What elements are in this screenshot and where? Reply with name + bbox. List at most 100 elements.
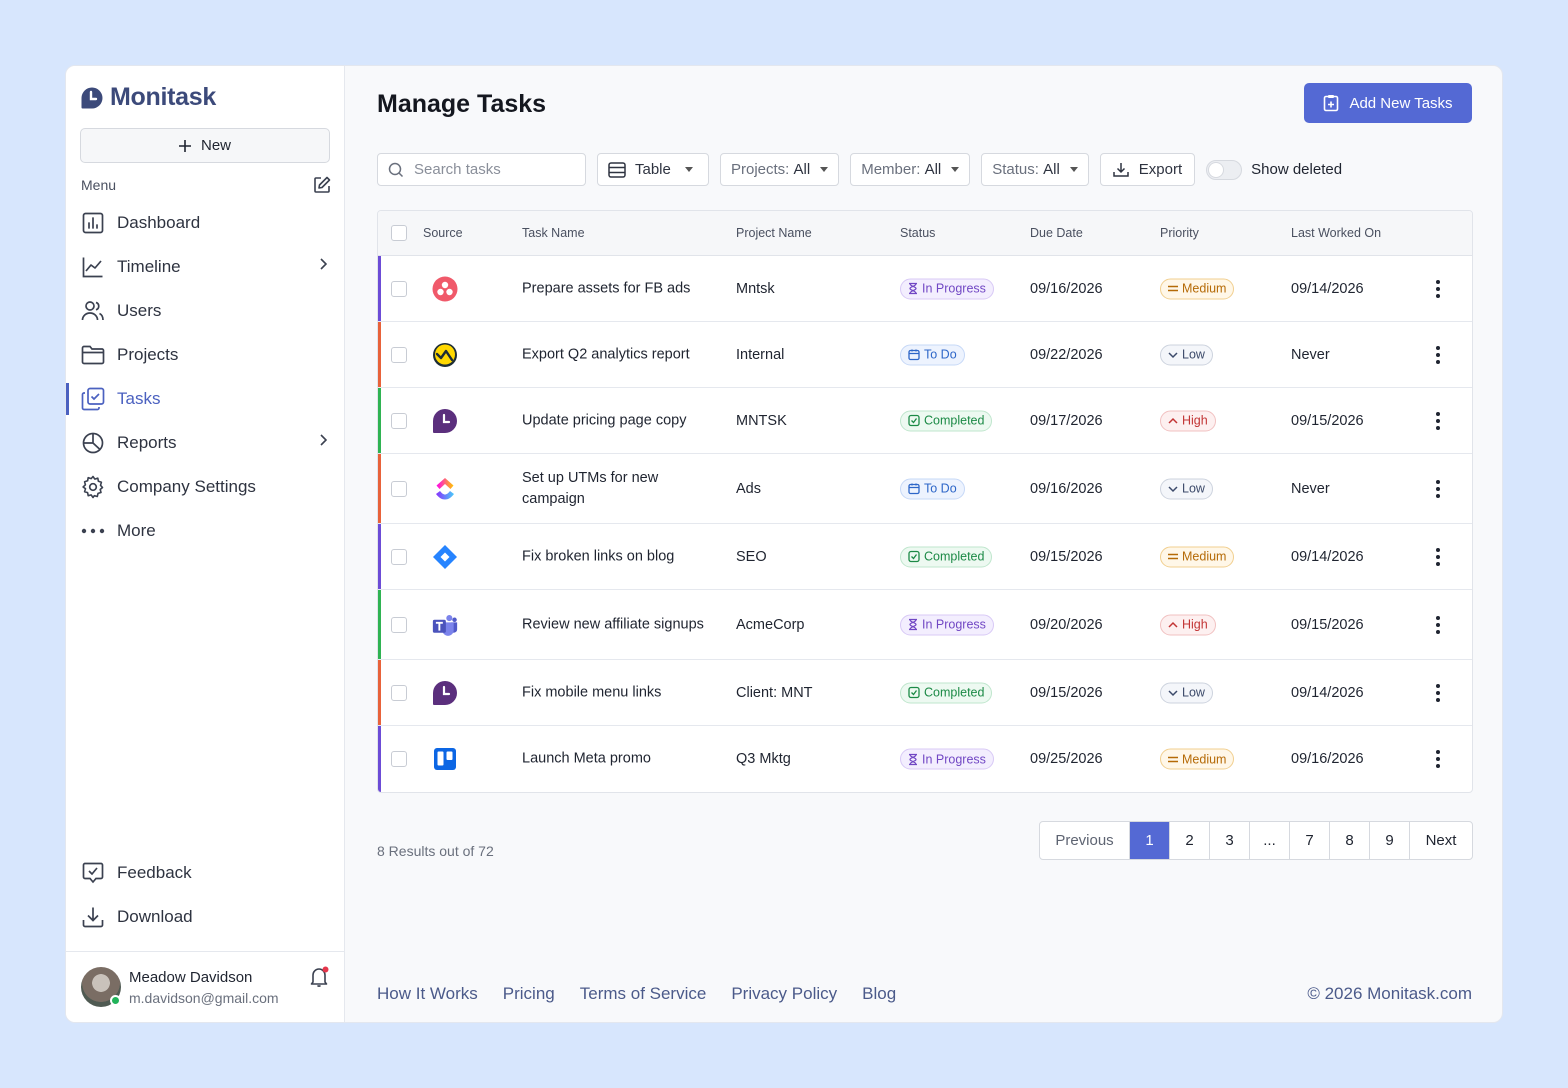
task-name[interactable]: Prepare assets for FB ads: [522, 280, 691, 296]
status-badge: Completed: [900, 410, 993, 431]
status-label: In Progress: [922, 281, 986, 296]
task-name[interactable]: Fix broken links on blog: [522, 548, 675, 564]
row-checkbox[interactable]: [391, 685, 407, 701]
row-checkbox[interactable]: [391, 751, 407, 767]
task-name[interactable]: Export Q2 analytics report: [522, 346, 690, 362]
table-row[interactable]: Export Q2 analytics report Internal To Do 0…: [378, 322, 1472, 388]
page-button-2[interactable]: 2: [1170, 822, 1210, 859]
due-date: 09/25/2026: [1030, 751, 1103, 767]
column-header-source: Source: [423, 226, 463, 240]
row-checkbox[interactable]: [391, 549, 407, 565]
user-profile[interactable]: Meadow Davidson m.davidson@gmail.com: [66, 951, 345, 1022]
due-date: 09/17/2026: [1030, 412, 1103, 429]
page-button-3[interactable]: 3: [1210, 822, 1250, 859]
toggle-switch[interactable]: [1206, 159, 1243, 180]
task-name[interactable]: Update pricing page copy: [522, 412, 687, 428]
row-actions-icon[interactable]: [1436, 411, 1440, 430]
table-row[interactable]: Launch Meta promo Q3 Mktg In Progress 09/25…: [378, 726, 1472, 792]
toolbar: Search tasks Table Projects: All Member:…: [377, 153, 1342, 186]
previous-page-button[interactable]: Previous: [1040, 822, 1130, 859]
add-new-tasks-label: Add New Tasks: [1349, 94, 1453, 112]
equals-icon: [1168, 756, 1178, 762]
results-count: 8 Results out of 72: [377, 843, 494, 859]
footer-link-how-it-works[interactable]: How It Works: [377, 984, 478, 1003]
row-actions-icon[interactable]: [1436, 547, 1440, 566]
sidebar-item-more[interactable]: More: [66, 509, 345, 553]
task-name[interactable]: Launch Meta promo: [522, 750, 651, 767]
page-ellipsis: ...: [1250, 822, 1290, 859]
last-worked-on: 09/15/2026: [1291, 616, 1364, 633]
row-color-bar: [378, 660, 381, 725]
sidebar-item-timeline[interactable]: Timeline: [66, 245, 345, 289]
search-input[interactable]: Search tasks: [377, 153, 586, 186]
row-actions-icon[interactable]: [1436, 345, 1440, 364]
task-name[interactable]: Review new affiliate signups: [522, 616, 704, 632]
status-filter[interactable]: Status: All: [981, 153, 1089, 186]
row-checkbox[interactable]: [391, 413, 407, 429]
sidebar-item-label: Projects: [117, 345, 179, 364]
add-new-tasks-button[interactable]: Add New Tasks: [1304, 83, 1472, 123]
task-name[interactable]: Set up UTMs for new campaign: [522, 469, 659, 507]
tasks-icon: [81, 387, 105, 411]
table-row[interactable]: Fix mobile menu links Client: MNT Complete…: [378, 660, 1472, 726]
footer-link-terms[interactable]: Terms of Service: [579, 984, 707, 1003]
row-actions-icon[interactable]: [1436, 479, 1440, 498]
page-button-7[interactable]: 7: [1290, 822, 1330, 859]
table-row[interactable]: Update pricing page copy MNTSK Completed 09…: [378, 388, 1472, 454]
sidebar-item-tasks[interactable]: Tasks: [66, 377, 345, 421]
teams-icon: [432, 612, 458, 638]
next-page-button[interactable]: Next: [1425, 832, 1457, 849]
user-email: m.davidson@gmail.com: [129, 990, 279, 1006]
project-name: Mntsk: [736, 280, 775, 297]
table-row[interactable]: Review new affiliate signups AcmeCorp In P…: [378, 590, 1472, 660]
table-row[interactable]: Fix broken links on blog SEO Completed 09/1…: [378, 524, 1472, 590]
sidebar-item-label: Download: [117, 907, 193, 926]
row-actions-icon[interactable]: [1436, 683, 1440, 702]
sidebar-item-projects[interactable]: Projects: [66, 333, 345, 377]
member-filter[interactable]: Member: All: [850, 153, 971, 186]
footer-link-blog[interactable]: Blog: [862, 984, 897, 1003]
sidebar-item-label: Tasks: [117, 389, 161, 408]
menu-header: Menu: [81, 176, 331, 194]
edit-icon[interactable]: [313, 176, 331, 194]
row-checkbox[interactable]: [391, 281, 407, 297]
sidebar-item-download[interactable]: Download: [66, 895, 345, 939]
sidebar-item-reports[interactable]: Reports: [66, 421, 345, 465]
footer-link-privacy[interactable]: Privacy Policy: [731, 984, 838, 1003]
sidebar-item-users[interactable]: Users: [66, 289, 345, 333]
row-actions-icon[interactable]: [1436, 615, 1440, 634]
footer-link-pricing[interactable]: Pricing: [502, 984, 555, 1003]
bell-icon[interactable]: [310, 966, 330, 988]
status-filter-label: Status:: [992, 161, 1039, 178]
projects-filter-value: All: [793, 161, 811, 178]
last-worked-on: 09/15/2026: [1291, 412, 1364, 429]
table-row[interactable]: Prepare assets for FB ads Mntsk In Progres…: [378, 256, 1472, 322]
show-deleted-toggle[interactable]: Show deleted: [1206, 159, 1342, 180]
row-checkbox[interactable]: [391, 617, 407, 633]
page-button-8[interactable]: 8: [1330, 822, 1370, 859]
priority-badge: High: [1160, 614, 1216, 635]
new-button[interactable]: New: [80, 128, 330, 163]
sidebar-item-feedback[interactable]: Feedback: [66, 851, 345, 895]
member-filter-label: Member:: [861, 161, 921, 178]
projects-filter[interactable]: Projects: All: [720, 153, 840, 186]
logo[interactable]: Monitask: [80, 83, 216, 112]
sidebar-item-company-settings[interactable]: Company Settings: [66, 465, 345, 509]
row-checkbox[interactable]: [391, 347, 407, 363]
equals-icon: [1168, 553, 1178, 560]
row-actions-icon[interactable]: [1436, 750, 1440, 768]
calendar-icon: [908, 349, 920, 361]
export-button[interactable]: Export: [1099, 153, 1196, 186]
row-checkbox[interactable]: [391, 481, 407, 497]
page-button-1[interactable]: 1: [1130, 822, 1170, 859]
select-all-checkbox[interactable]: [391, 225, 407, 241]
page-button-9[interactable]: 9: [1370, 822, 1410, 859]
sidebar-item-dashboard[interactable]: Dashboard: [66, 201, 345, 245]
priority-badge: Medium: [1160, 278, 1235, 299]
chevron-down-icon: [1168, 485, 1178, 492]
view-select[interactable]: Table: [597, 153, 709, 186]
table-row[interactable]: Set up UTMs for new campaign Ads To Do 09/1…: [378, 454, 1472, 524]
project-name: SEO: [736, 548, 767, 565]
task-name[interactable]: Fix mobile menu links: [522, 684, 662, 700]
row-actions-icon[interactable]: [1436, 279, 1440, 298]
